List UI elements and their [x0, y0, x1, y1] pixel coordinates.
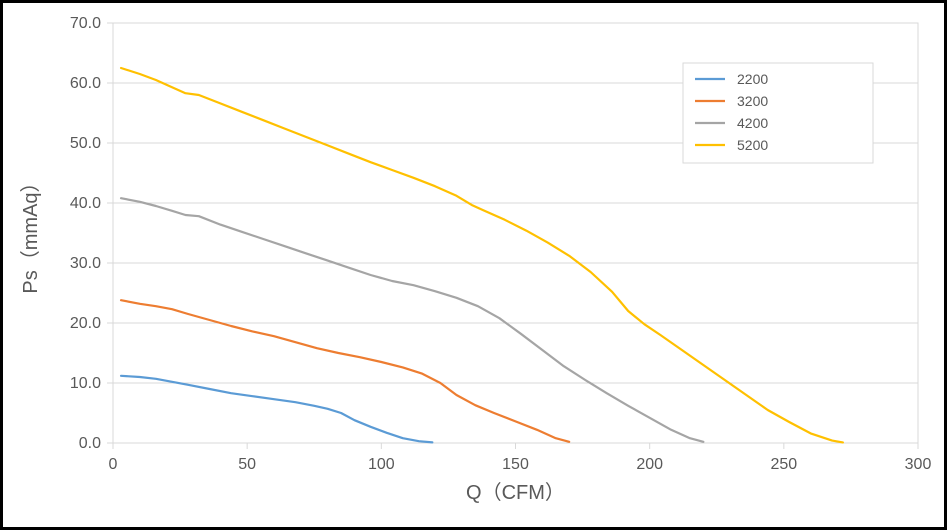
- legend-label-3200: 3200: [737, 93, 768, 109]
- y-tick-label: 40.0: [70, 195, 101, 212]
- y-tick-label: 0.0: [79, 435, 101, 452]
- chart-frame: 0 50 100 150 200 250 300 0.0 10.0 20.0 30.0 40.0 50.…: [0, 0, 947, 530]
- x-axis-label: Q（CFM）: [466, 481, 565, 504]
- y-tick-label: 30.0: [70, 255, 101, 272]
- chart-svg: 0 50 100 150 200 250 300 0.0 10.0 20.0 30.0 40.0 50.…: [3, 3, 944, 527]
- legend-label-4200: 4200: [737, 115, 768, 131]
- x-tick-label: 250: [770, 456, 797, 473]
- x-tick-label: 50: [238, 456, 256, 473]
- y-tick-label: 60.0: [70, 75, 101, 92]
- y-tick-label: 20.0: [70, 315, 101, 332]
- x-tick-label: 200: [636, 456, 663, 473]
- x-tick-label: 150: [502, 456, 529, 473]
- y-tick-label: 10.0: [70, 375, 101, 392]
- y-axis-label: Ps（mmAq）: [19, 172, 42, 293]
- x-tick-label: 0: [109, 456, 118, 473]
- legend-label-2200: 2200: [737, 71, 768, 87]
- legend-label-5200: 5200: [737, 137, 768, 153]
- x-tick-label: 300: [905, 456, 932, 473]
- y-tick-label: 50.0: [70, 135, 101, 152]
- x-tick-label: 100: [368, 456, 395, 473]
- y-tick-label: 70.0: [70, 15, 101, 32]
